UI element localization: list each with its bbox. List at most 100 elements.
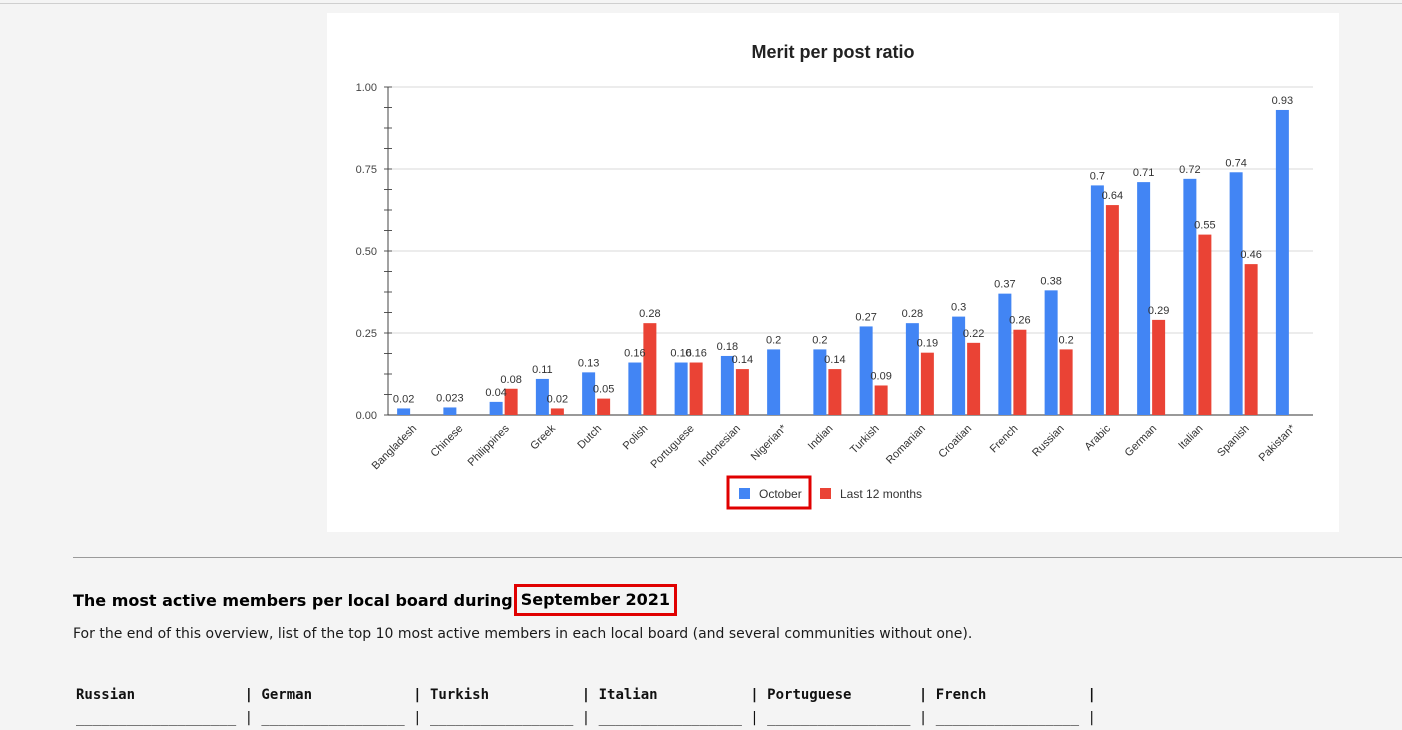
bar-october [1090,185,1104,415]
data-label: 0.55 [1194,220,1215,232]
data-label: 0.08 [500,374,521,386]
data-label: 0.29 [1148,305,1169,317]
data-label: 0.023 [436,392,464,404]
bar-october [1044,290,1058,415]
legend-label: Last 12 months [840,487,922,501]
x-tick-label: Russian [1030,423,1067,460]
x-tick-label: Philippines [466,422,512,468]
bar-october [535,378,549,415]
data-label: 0.16 [624,348,645,360]
data-label: 0.28 [902,308,923,320]
data-label: 0.02 [393,393,414,405]
data-label: 0.19 [917,338,938,350]
chart-title: Merit per post ratio [751,42,914,62]
x-tick-label: Dutch [575,423,604,452]
bar-october [674,362,688,415]
bar-last-12-months [1059,349,1073,415]
bar-last-12-months [874,385,888,415]
merit-chart-card: 0.00 0.25 0.50 0.75 1.00 0.02 Bangladesh 0.023 C… [327,13,1339,532]
data-label: 0.37 [994,279,1015,291]
data-label: 0.13 [578,357,599,369]
bar-last-12-months [550,408,564,415]
bar-october [443,407,457,415]
board-table-separator: ___________________ | _________________ … [76,710,1096,726]
y-tick-label: 1.00 [356,82,377,94]
data-label: 0.71 [1133,167,1154,179]
bar-october [582,372,596,415]
bar-october [859,326,873,415]
x-tick-label: Polish [621,423,651,453]
data-label: 0.14 [732,354,753,366]
data-label: 0.7 [1090,170,1105,182]
data-label: 0.27 [855,311,876,323]
data-label: 0.2 [812,334,827,346]
data-label: 0.2 [766,334,781,346]
bar-last-12-months [967,342,981,415]
y-tick-label: 0.50 [356,246,377,258]
x-tick-label: Bangladesh [370,423,420,473]
data-label: 0.09 [870,370,891,382]
heading-text: The most active members per local board … [73,591,513,610]
data-label: 0.05 [593,384,614,396]
data-label: 0.74 [1225,157,1246,169]
board-table-header: Russian | German | Turkish | Italian | P… [76,687,1096,703]
bar-last-12-months [597,398,611,415]
data-label: 0.38 [1040,275,1061,287]
bar-october [489,401,503,415]
x-tick-label: Romanian [884,423,928,467]
bar-october [1275,109,1289,416]
bar-october [397,408,411,415]
data-label: 0.02 [547,393,568,405]
data-label: 0.46 [1240,249,1261,261]
data-label: 0.04 [485,387,506,399]
bar-october [1229,172,1243,415]
x-tick-label: Pakistan* [1257,422,1299,464]
y-tick-label: 0.00 [356,410,377,422]
bar-october [767,349,781,415]
bar-last-12-months [1152,319,1166,415]
x-tick-label: French [988,423,1021,456]
data-label: 0.3 [951,302,966,314]
data-label: 0.22 [963,328,984,340]
x-tick-label: Italian [1176,423,1205,452]
data-label: 0.72 [1179,164,1200,176]
data-label: 0.2 [1058,334,1073,346]
data-label: 0.11 [532,364,553,376]
data-label: 0.16 [670,348,691,360]
bar-october [905,323,919,415]
data-label: 0.64 [1102,190,1123,202]
x-tick-label: Chinese [428,423,465,460]
x-tick-label: Indian [806,423,836,453]
x-tick-label: Croatian [936,423,974,461]
x-tick-label: Arabic [1082,422,1113,453]
data-label: 0.28 [639,308,660,320]
bar-last-12-months [920,352,934,415]
x-tick-label: Greek [528,422,558,452]
x-tick-label: Nigerian* [749,422,790,463]
section-heading: The most active members per local board … [73,584,677,617]
bar-october [998,293,1012,415]
y-tick-label: 0.75 [356,164,377,176]
data-label: 0.18 [717,341,738,353]
bar-last-12-months [689,362,703,415]
x-tick-label: Indonesian [696,423,743,470]
x-tick-label: Turkish [848,423,882,457]
bar-october [1137,182,1151,415]
legend-label: October [759,487,802,501]
data-label: 0.14 [824,354,845,366]
bar-last-12-months [643,323,657,415]
legend-swatch [820,488,831,499]
bar-last-12-months [1013,329,1027,415]
heading-month-highlight: September 2021 [513,584,677,616]
top-rule [0,3,1402,4]
bar-october [1183,178,1197,415]
bar-october [813,349,827,415]
legend-swatch [739,488,750,499]
bar-last-12-months [735,369,749,415]
bar-last-12-months [828,369,842,415]
section-divider [73,557,1402,558]
intro-text: For the end of this overview, list of th… [73,626,973,642]
bar-last-12-months [1105,205,1119,415]
bar-october [628,362,642,415]
data-label: 0.93 [1272,95,1293,107]
